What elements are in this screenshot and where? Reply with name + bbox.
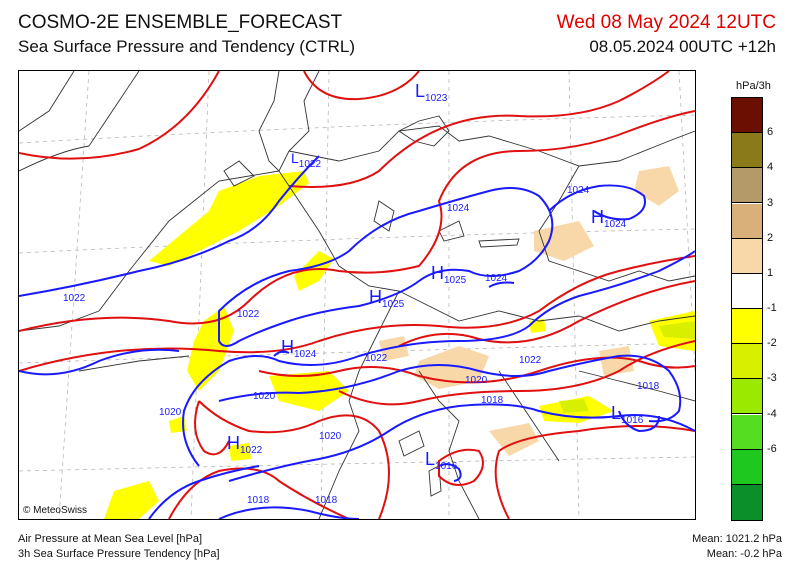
pressure-center: L1016 <box>611 403 644 426</box>
legend-label: 3 <box>767 196 774 209</box>
isobar-label: 1020 <box>465 375 488 386</box>
legend-label: -3 <box>767 372 777 385</box>
isobar-label: 1020 <box>159 407 182 418</box>
legend-label: -4 <box>767 407 777 420</box>
map-canvas: 1024 1024 1024 1022 1022 1022 1022 1020 … <box>19 71 695 519</box>
legend-label: 4 <box>767 161 774 174</box>
tendency-light-green-areas <box>559 321 695 413</box>
valid-time: Wed 08 May 2024 12UTC <box>556 12 776 33</box>
isobar-labels: 1024 1024 1024 1022 1022 1022 1022 1020 … <box>63 185 660 506</box>
isobar-label: 1022 <box>63 293 86 304</box>
forecast-map: 1024 1024 1024 1022 1022 1022 1022 1020 … <box>18 70 696 520</box>
legend-swatch <box>732 238 762 274</box>
isobar-label: 1018 <box>637 381 660 392</box>
pressure-center: L1023 <box>415 81 448 104</box>
legend-swatch <box>732 344 762 380</box>
field-description-pressure: Air Pressure at Mean Sea Level [hPa] <box>18 533 203 545</box>
isobar-label: 1024 <box>567 185 590 196</box>
legend-label: 1 <box>767 266 774 279</box>
legend-title: hPa/3h <box>736 80 771 92</box>
legend-swatch <box>732 449 762 485</box>
legend-label: 2 <box>767 231 774 244</box>
isobars-red <box>19 71 695 519</box>
isobar-label: 1024 <box>485 273 508 284</box>
legend-label: -1 <box>767 302 777 314</box>
isobar-label: 1020 <box>319 431 342 442</box>
legend-label: -6 <box>767 442 777 455</box>
pressure-center: L1022 <box>291 150 321 170</box>
mean-tendency: Mean: -0.2 hPa <box>706 548 782 560</box>
legend-label: 6 <box>767 126 774 139</box>
legend-swatch <box>732 484 762 520</box>
chart-title: COSMO-2E ENSEMBLE_FORECAST <box>18 12 343 33</box>
isobar-label: 1018 <box>315 495 338 506</box>
isobar-label: 1018 <box>481 395 504 406</box>
pressure-centers: L1023 L1022 H1024 H1025 H1025 H1024 H102… <box>227 81 644 472</box>
legend-swatch <box>732 98 762 134</box>
legend-label: -2 <box>767 337 777 350</box>
pressure-center: H1022 <box>227 433 263 456</box>
legend-swatch <box>732 168 762 204</box>
pressure-center: H1024 <box>591 207 627 230</box>
run-time: 08.05.2024 00UTC +12h <box>589 37 776 56</box>
color-legend <box>731 97 763 521</box>
lat-lon-grid <box>19 71 695 519</box>
borders <box>19 71 695 519</box>
legend-swatch <box>732 133 762 169</box>
legend-swatch <box>732 273 762 309</box>
mean-pressure: Mean: 1021.2 hPa <box>692 533 782 545</box>
field-description-tendency: 3h Sea Surface Pressure Tendency [hPa] <box>18 548 220 560</box>
isobar-label: 1022 <box>237 309 260 320</box>
isobar-label: 1020 <box>253 391 276 402</box>
tendency-negative-areas <box>104 171 695 519</box>
tendency-positive-areas <box>379 166 679 456</box>
pressure-center: H1025 <box>369 287 405 310</box>
pressure-center: H1024 <box>281 337 317 360</box>
pressure-center: L1016 <box>425 449 458 472</box>
isobar-label: 1022 <box>365 353 388 364</box>
copyright: © MeteoSwiss <box>23 505 88 516</box>
legend-swatch <box>732 379 762 415</box>
isobars-blue <box>19 155 695 519</box>
legend-swatch <box>732 203 762 239</box>
legend-swatch <box>732 414 762 450</box>
isobar-label: 1018 <box>247 495 270 506</box>
legend-swatch <box>732 309 762 345</box>
isobar-label: 1024 <box>447 203 470 214</box>
pressure-center: H1025 <box>431 263 467 286</box>
chart-subtitle: Sea Surface Pressure and Tendency (CTRL) <box>18 37 356 56</box>
isobar-label: 1022 <box>519 355 542 366</box>
